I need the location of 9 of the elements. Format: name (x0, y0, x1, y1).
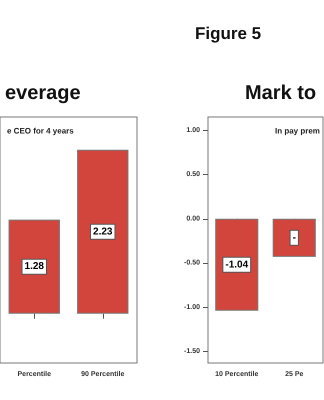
chart-title: Mark to (245, 82, 316, 104)
data-label: - (292, 232, 296, 244)
data-label: 2.23 (93, 226, 113, 238)
chart-title: everage (5, 82, 81, 104)
data-label: 1.28 (24, 261, 44, 272)
caption: Figure 5 (195, 24, 262, 43)
chart-subtitle: e CEO for 4 years (7, 126, 74, 136)
text: In pay prem (275, 126, 320, 136)
data-label: -1.04 (225, 259, 249, 270)
